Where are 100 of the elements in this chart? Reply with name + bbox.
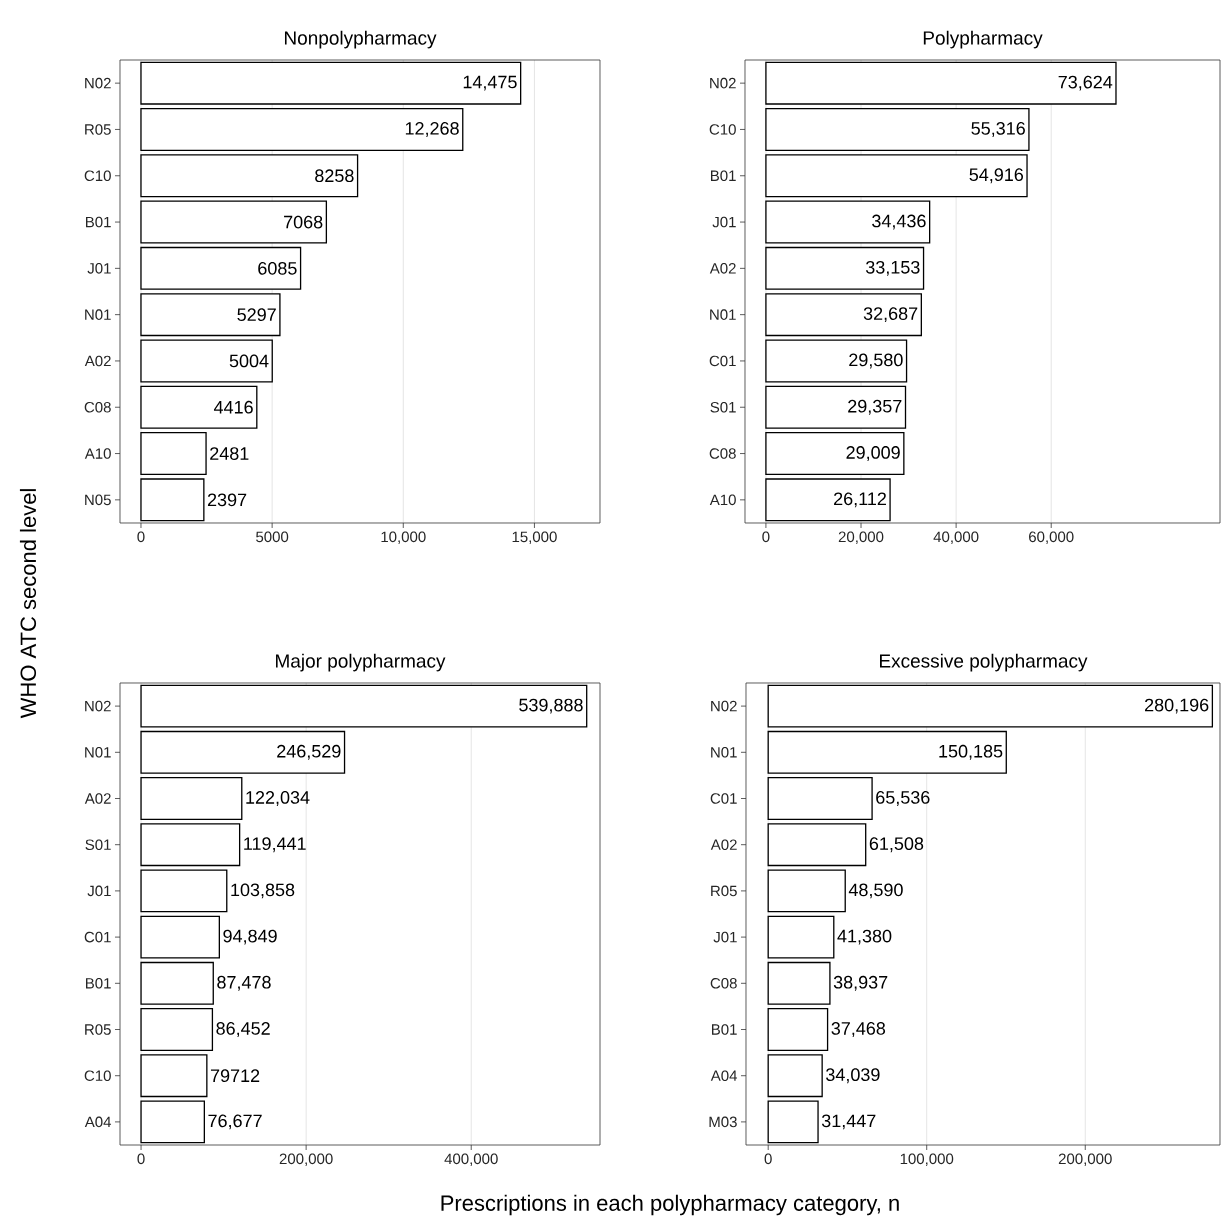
y-tick-label: S01 bbox=[85, 839, 111, 851]
y-tick-label: N01 bbox=[710, 309, 736, 320]
y-tick-label: C08 bbox=[84, 401, 111, 413]
bar bbox=[767, 869, 846, 913]
chart-title: Major polypharmacy bbox=[276, 653, 446, 672]
x-tick-label: 100,000 bbox=[900, 1153, 954, 1166]
bar bbox=[765, 246, 925, 290]
data-label: 34,436 bbox=[872, 214, 926, 230]
bar bbox=[767, 730, 1007, 774]
x-tick-label: 60,000 bbox=[1029, 531, 1074, 544]
data-label: 94,849 bbox=[223, 929, 277, 945]
data-label: 12,268 bbox=[405, 122, 459, 137]
bar bbox=[140, 961, 214, 1005]
data-label: 280,196 bbox=[1145, 698, 1209, 714]
y-tick-label: B01 bbox=[711, 170, 736, 182]
y-axis-title: WHO ATC second level bbox=[19, 489, 37, 719]
x-tick-label: 400,000 bbox=[444, 1153, 498, 1166]
bar bbox=[765, 154, 1028, 198]
bar bbox=[765, 432, 905, 476]
y-tick-label: J01 bbox=[87, 885, 111, 897]
data-label: 41,380 bbox=[837, 929, 892, 945]
data-label: 7068 bbox=[284, 215, 323, 229]
bar bbox=[767, 823, 867, 867]
y-tick-label: R05 bbox=[85, 1024, 111, 1035]
y-tick-label: C10 bbox=[84, 1070, 111, 1082]
bar bbox=[765, 293, 922, 337]
data-label: 5004 bbox=[229, 354, 269, 368]
y-tick-label: C08 bbox=[710, 977, 737, 989]
y-tick-label: S01 bbox=[710, 401, 736, 413]
data-label: 2397 bbox=[207, 493, 247, 507]
data-label: 119,441 bbox=[244, 837, 306, 853]
y-tick-label: R05 bbox=[85, 124, 111, 135]
y-tick-label: N01 bbox=[85, 746, 111, 758]
y-tick-label: N01 bbox=[711, 746, 737, 758]
y-tick-label: C10 bbox=[709, 124, 736, 135]
bar bbox=[140, 730, 346, 774]
data-label: 29,580 bbox=[849, 353, 903, 369]
data-label: 34,039 bbox=[826, 1068, 880, 1084]
bar bbox=[140, 1054, 208, 1098]
x-tick-label: 15,000 bbox=[512, 531, 557, 544]
y-tick-label: C01 bbox=[710, 793, 737, 804]
x-tick-label: 40,000 bbox=[933, 531, 979, 544]
bar bbox=[765, 478, 891, 522]
bar bbox=[140, 915, 220, 959]
bar bbox=[140, 1100, 205, 1144]
chart-title: Nonpolypharmacy bbox=[284, 30, 437, 49]
data-label: 14,475 bbox=[463, 75, 517, 91]
bar bbox=[140, 293, 281, 337]
data-label: 73,624 bbox=[1058, 75, 1113, 91]
y-tick-label: J01 bbox=[713, 931, 737, 943]
y-tick-label: M03 bbox=[709, 1116, 737, 1128]
data-label: 32,687 bbox=[863, 307, 918, 323]
data-label: 246,529 bbox=[277, 744, 341, 760]
y-tick-label: R05 bbox=[711, 885, 737, 897]
y-tick-label: N01 bbox=[85, 309, 111, 320]
data-label: 86,452 bbox=[216, 1022, 270, 1037]
y-tick-label: A10 bbox=[709, 494, 736, 506]
bar bbox=[140, 823, 241, 867]
y-tick-label: J01 bbox=[712, 216, 736, 228]
y-tick-label: A04 bbox=[710, 1070, 738, 1082]
bar bbox=[765, 385, 907, 429]
bar bbox=[140, 684, 588, 728]
y-tick-label: N02 bbox=[710, 77, 736, 89]
bar bbox=[765, 107, 1030, 151]
y-tick-label: C08 bbox=[709, 448, 736, 459]
data-label: 2481 bbox=[210, 447, 249, 460]
bar bbox=[140, 107, 464, 151]
data-label: 87,478 bbox=[217, 975, 271, 991]
bar bbox=[767, 1100, 819, 1144]
y-tick-label: A02 bbox=[84, 355, 111, 367]
x-tick-label: 5000 bbox=[256, 531, 289, 543]
data-label: 76,677 bbox=[208, 1114, 262, 1130]
data-label: 31,447 bbox=[821, 1114, 876, 1130]
bar bbox=[140, 385, 258, 429]
bar bbox=[765, 339, 908, 383]
y-tick-label: J01 bbox=[87, 263, 111, 274]
data-label: 37,468 bbox=[831, 1022, 886, 1037]
data-label: 29,009 bbox=[846, 446, 900, 461]
y-tick-label: C01 bbox=[709, 355, 736, 367]
data-label: 38,937 bbox=[833, 975, 888, 991]
data-label: 79712 bbox=[210, 1069, 260, 1083]
data-label: 122,034 bbox=[246, 791, 310, 806]
y-tick-label: N02 bbox=[85, 77, 111, 89]
y-tick-label: B01 bbox=[86, 216, 111, 228]
y-tick-label: B01 bbox=[712, 1024, 737, 1035]
x-tick-label: 10,000 bbox=[381, 531, 426, 544]
bar bbox=[140, 869, 228, 913]
bar bbox=[765, 200, 931, 244]
bar bbox=[140, 246, 302, 290]
x-tick-label: 0 bbox=[137, 531, 145, 543]
data-label: 5297 bbox=[237, 308, 276, 322]
bar bbox=[140, 61, 522, 105]
data-label: 150,185 bbox=[939, 744, 1003, 760]
bar bbox=[765, 61, 1117, 105]
y-tick-label: A02 bbox=[84, 793, 111, 804]
x-tick-label: 0 bbox=[764, 1153, 772, 1165]
data-label: 26,112 bbox=[834, 492, 886, 508]
data-label: 65,536 bbox=[876, 791, 930, 806]
y-tick-label: A10 bbox=[84, 448, 111, 459]
bar bbox=[767, 1008, 829, 1051]
